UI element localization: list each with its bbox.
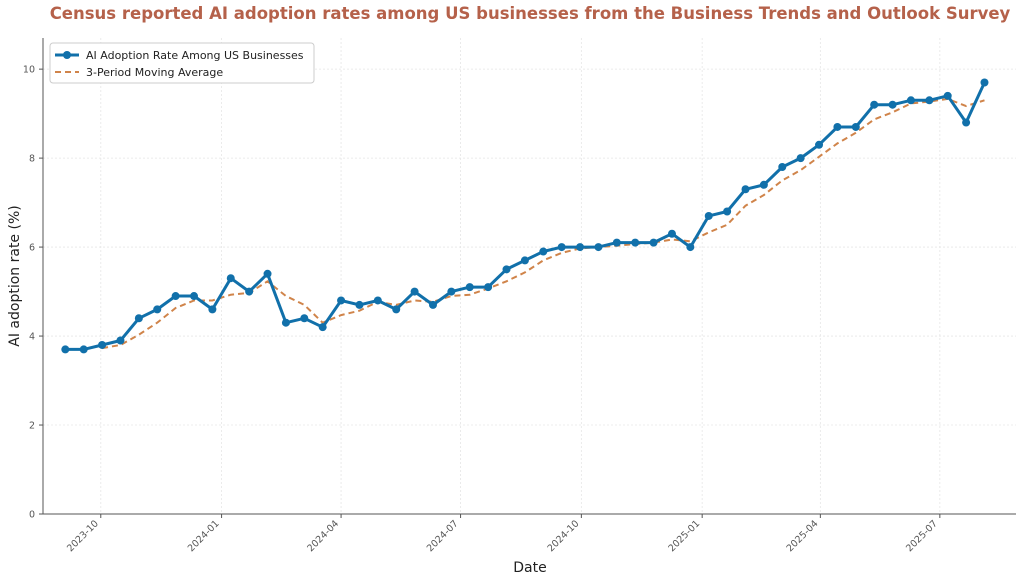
data-point <box>815 140 824 149</box>
data-point <box>520 256 529 265</box>
data-point <box>594 243 603 252</box>
data-point <box>796 154 805 163</box>
x-tick-label: 2024-01 <box>186 518 222 554</box>
x-tick-label: 2023-10 <box>65 518 101 554</box>
y-axis-title: AI adoption rate (%) <box>7 205 23 346</box>
data-point <box>502 265 511 274</box>
data-point <box>79 345 88 354</box>
data-point <box>686 243 695 252</box>
y-tick-label: 6 <box>29 243 35 254</box>
legend-box <box>49 42 315 84</box>
x-tick-label: 2024-04 <box>305 518 341 554</box>
data-point <box>484 283 493 292</box>
data-point <box>576 243 585 252</box>
y-tick-label: 2 <box>29 421 35 432</box>
data-point <box>61 345 70 354</box>
data-point <box>631 238 640 247</box>
legend-label-moving-average: 3-Period Moving Average <box>86 66 223 79</box>
data-point <box>355 300 364 309</box>
x-tick-label: 2024-10 <box>546 518 582 554</box>
data-point <box>318 323 327 332</box>
y-tick-label: 0 <box>29 510 35 521</box>
data-point <box>888 100 897 109</box>
data-point <box>667 229 676 238</box>
data-point <box>116 336 125 345</box>
data-point <box>741 185 750 194</box>
chart-title: Census reported AI adoption rates among … <box>49 4 1011 23</box>
data-point <box>557 243 566 252</box>
series-layer <box>61 78 989 354</box>
data-point <box>962 118 971 127</box>
data-point <box>134 314 143 323</box>
data-point <box>612 238 621 247</box>
data-point <box>906 96 915 105</box>
y-tick-label: 10 <box>23 65 35 76</box>
x-tick-label: 2025-07 <box>904 518 940 554</box>
data-point <box>465 283 474 292</box>
grid-layer <box>43 38 1016 515</box>
y-tick-label: 4 <box>29 332 35 343</box>
data-point <box>851 122 860 131</box>
data-point <box>410 287 419 296</box>
legend-marker-adoption <box>63 51 71 59</box>
adoption-rate-line <box>65 81 986 351</box>
data-point <box>833 122 842 131</box>
data-point <box>226 274 235 283</box>
data-point <box>428 300 437 309</box>
data-point <box>373 296 382 305</box>
data-point <box>208 305 217 314</box>
data-point <box>759 180 768 189</box>
data-point <box>190 292 199 301</box>
data-point <box>539 247 548 256</box>
data-point <box>281 318 290 327</box>
legend-label-adoption: AI Adoption Rate Among US Businesses <box>86 49 304 62</box>
data-point <box>153 305 162 314</box>
x-axis-title: Date <box>513 560 546 576</box>
data-point <box>98 340 107 349</box>
x-tick-label: 2025-01 <box>666 518 702 554</box>
data-point <box>980 78 989 87</box>
moving-average-line <box>101 97 985 350</box>
legend: AI Adoption Rate Among US Businesses 3-Pe… <box>49 42 315 84</box>
data-point <box>925 96 934 105</box>
data-point <box>778 163 787 172</box>
data-point <box>337 296 346 305</box>
x-tick-label: 2024-07 <box>425 518 461 554</box>
data-point <box>447 287 456 296</box>
data-point <box>723 207 732 216</box>
x-tick-label: 2025-04 <box>785 518 821 554</box>
data-point <box>300 314 309 323</box>
data-point <box>704 211 713 220</box>
data-point <box>171 292 180 301</box>
data-point <box>392 305 401 314</box>
y-tick-label: 8 <box>29 154 35 165</box>
data-point <box>943 91 952 100</box>
data-point <box>263 269 272 278</box>
data-point <box>870 100 879 109</box>
data-point <box>245 287 254 296</box>
data-point <box>649 238 658 247</box>
